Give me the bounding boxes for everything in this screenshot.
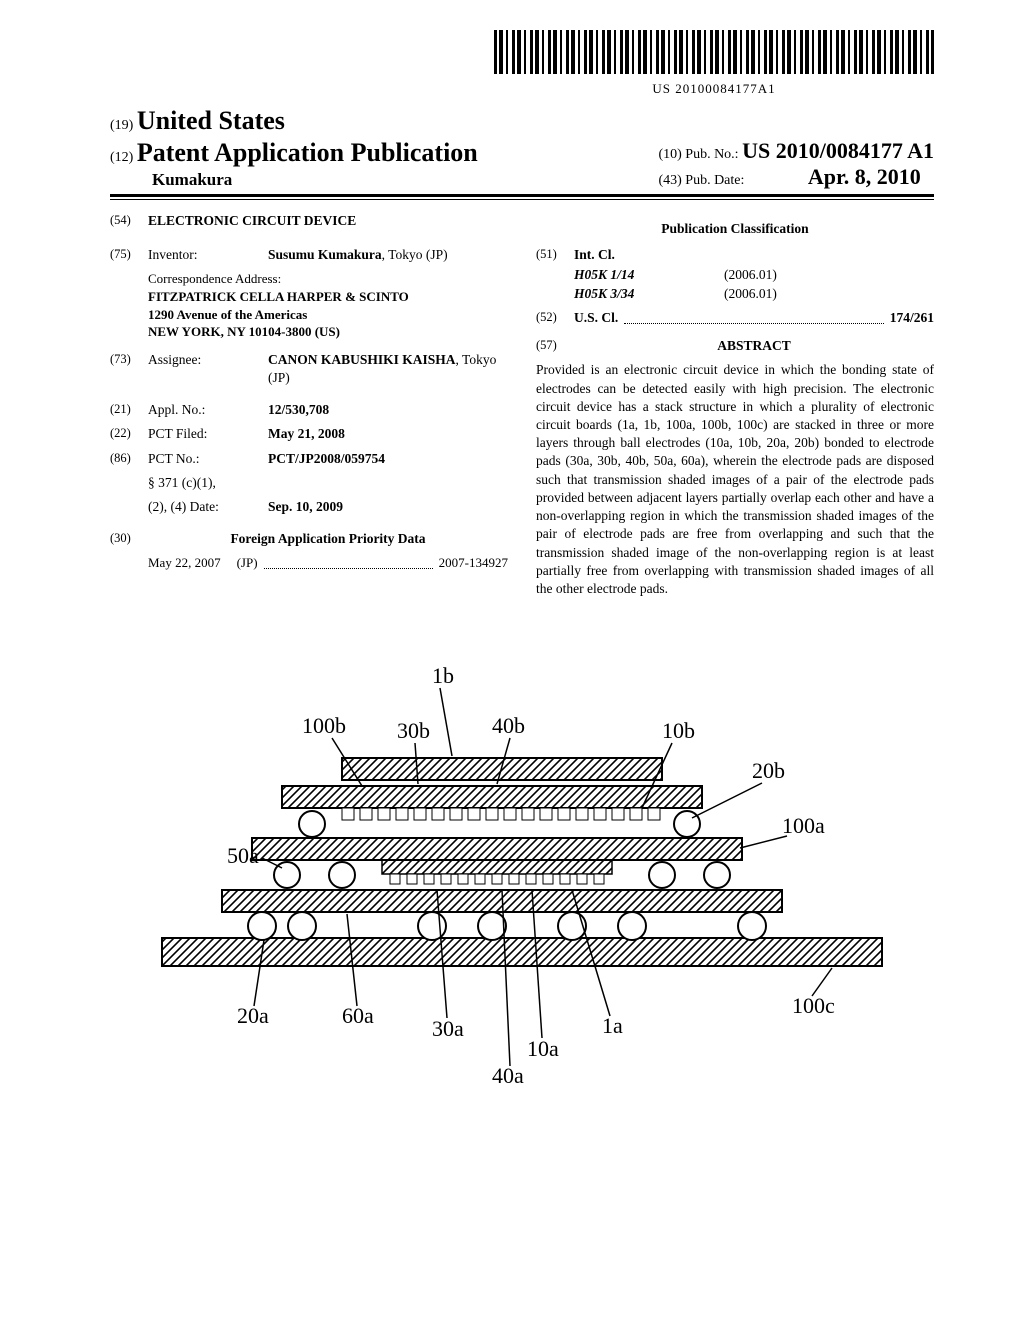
f371-label2: (2), (4) Date: [148, 498, 268, 516]
country: United States [137, 106, 285, 135]
label-100c: 100c [792, 993, 835, 1018]
f86-num: (86) [110, 450, 148, 468]
label-100b: 100b [302, 713, 346, 738]
label-20b: 20b [752, 758, 785, 783]
biblio-columns: (54) ELECTRONIC CIRCUIT DEVICE (75) Inve… [110, 212, 934, 598]
label-40a: 40a [492, 1063, 524, 1088]
header: (19) United States (12) Patent Applicati… [110, 106, 934, 190]
intcl-row: H05K 1/14 (2006.01) [574, 266, 934, 284]
f30-num: (30) [110, 530, 148, 548]
patent-page: US 20100084177A1 (19) United States (12)… [0, 0, 1024, 1320]
circuit-diagram: 1b 100b 30b 40b 10b 20b 100a 50a 20a 6 [132, 628, 912, 1088]
pubno-value: US 2010/0084177 A1 [742, 138, 934, 163]
header-right: (10) Pub. No.: US 2010/0084177 A1 (43) P… [658, 138, 934, 190]
f21-label: Appl. No.: [148, 401, 268, 419]
f371-date: Sep. 10, 2009 [268, 498, 508, 516]
divider-thick [110, 194, 934, 197]
pubclass-title: Publication Classification [536, 220, 934, 238]
invention-title: ELECTRONIC CIRCUIT DEVICE [148, 212, 508, 230]
intcl-year: (2006.01) [724, 266, 777, 284]
label-10a: 10a [527, 1036, 559, 1061]
assignee-value: CANON KABUSHIKI KAISHA, Tokyo (JP) [268, 351, 508, 387]
assignee-name: CANON KABUSHIKI KAISHA [268, 352, 456, 367]
pubdate-value: Apr. 8, 2010 [808, 164, 921, 189]
dots [264, 554, 433, 569]
pct-no: PCT/JP2008/059754 [268, 450, 508, 468]
f51-num: (51) [536, 246, 574, 264]
corr-label: Correspondence Address: [148, 270, 508, 288]
correspondence-block: Correspondence Address: FITZPATRICK CELL… [148, 270, 508, 340]
barcode-number: US 20100084177A1 [494, 81, 934, 97]
appl-no: 12/530,708 [268, 401, 508, 419]
label-30a: 30a [432, 1016, 464, 1041]
left-column: (54) ELECTRONIC CIRCUIT DEVICE (75) Inve… [110, 212, 508, 598]
code-43: (43) [658, 173, 681, 188]
inventor-loc: , Tokyo (JP) [382, 247, 448, 262]
code-12: (12) [110, 150, 133, 165]
pubno-label: Pub. No.: [685, 147, 738, 162]
f371-blank [110, 474, 148, 492]
f57-num: (57) [536, 337, 574, 355]
inventor-value: Susumu Kumakura, Tokyo (JP) [268, 246, 508, 264]
foreign-cc: (JP) [237, 554, 258, 572]
foreign-appno: 2007-134927 [439, 554, 508, 572]
barcode-area: US 20100084177A1 [110, 30, 934, 98]
corr-line3: NEW YORK, NY 10104-3800 (US) [148, 323, 508, 341]
pct-filed: May 21, 2008 [268, 425, 508, 443]
divider-thin [110, 199, 934, 200]
f371-label1: § 371 (c)(1), [148, 474, 268, 492]
barcode [494, 30, 934, 74]
foreign-title: Foreign Application Priority Data [148, 530, 508, 548]
code-10: (10) [658, 147, 681, 162]
label-100a: 100a [782, 813, 825, 838]
intcl-year: (2006.01) [724, 285, 777, 303]
abstract-title: ABSTRACT [574, 337, 934, 355]
figure: 1b 100b 30b 40b 10b 20b 100a 50a 20a 6 [110, 628, 934, 1088]
intcl-code: H05K 1/14 [574, 266, 684, 284]
intcl-table: H05K 1/14 (2006.01) H05K 3/34 (2006.01) [574, 266, 934, 302]
f86-label: PCT No.: [148, 450, 268, 468]
uscl-label: U.S. Cl. [574, 309, 618, 327]
dots [624, 309, 883, 324]
intcl-row: H05K 3/34 (2006.01) [574, 285, 934, 303]
f54-num: (54) [110, 212, 148, 230]
code-19: (19) [110, 118, 133, 133]
header-left: (19) United States (12) Patent Applicati… [110, 106, 478, 190]
uscl-value: 174/261 [890, 309, 934, 327]
f73-label: Assignee: [148, 351, 268, 387]
f22-num: (22) [110, 425, 148, 443]
intcl-code: H05K 3/34 [574, 285, 684, 303]
f75-label: Inventor: [148, 246, 268, 264]
f22-label: PCT Filed: [148, 425, 268, 443]
label-40b: 40b [492, 713, 525, 738]
author-surname: Kumakura [152, 170, 478, 190]
label-30b: 30b [397, 718, 430, 743]
label-1b: 1b [432, 663, 454, 688]
inventor-name: Susumu Kumakura [268, 247, 382, 262]
foreign-priority-row: May 22, 2007 (JP) 2007-134927 [148, 554, 508, 572]
pub-type: Patent Application Publication [137, 138, 478, 167]
f73-num: (73) [110, 351, 148, 387]
corr-line1: FITZPATRICK CELLA HARPER & SCINTO [148, 288, 508, 306]
label-10b: 10b [662, 718, 695, 743]
f52-num: (52) [536, 309, 574, 327]
pubdate-label: Pub. Date: [685, 173, 744, 188]
f21-num: (21) [110, 401, 148, 419]
label-60a: 60a [342, 1003, 374, 1028]
abstract-text: Provided is an electronic circuit device… [536, 361, 934, 598]
label-50a: 50a [227, 843, 259, 868]
f75-num: (75) [110, 246, 148, 264]
foreign-date: May 22, 2007 [148, 554, 221, 572]
right-column: Publication Classification (51) Int. Cl.… [536, 212, 934, 598]
corr-line2: 1290 Avenue of the Americas [148, 306, 508, 324]
label-1a: 1a [602, 1013, 623, 1038]
label-20a: 20a [237, 1003, 269, 1028]
intcl-label: Int. Cl. [574, 246, 934, 264]
